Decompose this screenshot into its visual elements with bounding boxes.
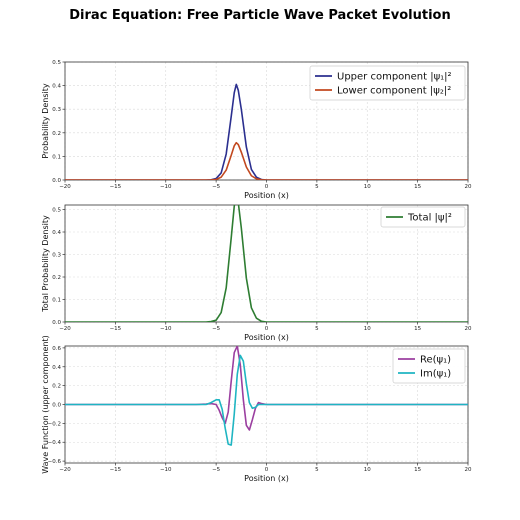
y-tick-label: 0.4 xyxy=(52,365,61,371)
y-tick-label: 0.4 xyxy=(52,84,61,90)
legend-entry: Upper component |ψ₁|² xyxy=(337,72,452,83)
x-tick-label: −20 xyxy=(59,184,71,190)
y-tick-label: 0.5 xyxy=(52,208,61,214)
y-tick-label: 0.3 xyxy=(52,107,61,113)
legend-entry: Im(ψ₁) xyxy=(420,369,451,380)
y-tick-label: 0.1 xyxy=(52,154,61,160)
series-line-1 xyxy=(65,205,468,322)
legend: Re(ψ₁) Im(ψ₁) xyxy=(392,348,466,384)
x-tick-label: 15 xyxy=(414,326,421,332)
x-tick-label: −10 xyxy=(160,184,172,190)
x-tick-label: −5 xyxy=(212,184,221,190)
x-tick-label: −10 xyxy=(160,467,172,473)
x-tick-label: 15 xyxy=(414,467,421,473)
x-tick-label: −10 xyxy=(160,326,172,332)
x-tick-label: 20 xyxy=(465,326,472,332)
legend-box xyxy=(380,206,466,228)
y-tick-label: 0.4 xyxy=(52,230,61,236)
y-tick-label: 0.6 xyxy=(52,346,61,352)
y-axis-label: Wave Function (upper component) xyxy=(41,335,50,474)
x-axis-label: Position (x) xyxy=(244,333,289,342)
x-tick-label: 10 xyxy=(364,326,371,332)
x-tick-label: −15 xyxy=(110,467,122,473)
series-line-2 xyxy=(65,141,468,180)
legend-entry: Lower component |ψ₂|² xyxy=(337,86,451,97)
y-axis-label: Total Probability Density xyxy=(41,215,50,313)
x-tick-label: 15 xyxy=(414,184,421,190)
y-tick-label: 0.5 xyxy=(52,60,61,66)
legend-entry: Re(ψ₁) xyxy=(420,355,451,366)
x-tick-label: −20 xyxy=(59,326,71,332)
x-tick-label: 20 xyxy=(465,467,472,473)
y-tick-label: 0.3 xyxy=(52,253,61,259)
x-tick-label: 10 xyxy=(364,184,371,190)
x-tick-label: 5 xyxy=(315,184,319,190)
y-tick-label: 0.1 xyxy=(52,298,61,304)
x-axis-label: Position (x) xyxy=(244,474,289,483)
x-tick-label: 0 xyxy=(265,184,269,190)
x-tick-label: 20 xyxy=(465,184,472,190)
x-tick-label: 10 xyxy=(364,467,371,473)
legend-box xyxy=(392,348,466,384)
x-tick-label: −15 xyxy=(110,326,122,332)
subplot-2: −20 −15 −10 −5 0 5 10 15 20 0.0 0.1 0.2 0.3 0.4 0.5 Pos… xyxy=(41,204,472,342)
series-line-2 xyxy=(65,354,468,446)
x-tick-label: 5 xyxy=(315,326,319,332)
x-tick-label: −15 xyxy=(110,184,122,190)
subplot-1: −20 −15 −10 −5 0 5 10 15 20 0.0 0.1 0.2 0.3 0.4 0.5 Pos… xyxy=(41,60,472,200)
x-tick-label: 5 xyxy=(315,467,319,473)
legend-entry: Total |ψ|² xyxy=(407,213,452,224)
y-tick-label: 0.2 xyxy=(52,275,61,281)
y-tick-label: 0.0 xyxy=(52,320,61,326)
y-tick-label: 0.0 xyxy=(52,178,61,184)
y-tick-label: 0.0 xyxy=(52,403,61,409)
y-tick-label: −0.2 xyxy=(48,421,61,427)
figure-title: Dirac Equation: Free Particle Wave Packe… xyxy=(69,8,451,23)
legend-box xyxy=(309,65,466,101)
x-tick-label: −5 xyxy=(212,467,221,473)
x-tick-label: 0 xyxy=(265,326,269,332)
y-tick-label: 0.2 xyxy=(52,384,61,390)
y-tick-label: 0.2 xyxy=(52,131,61,137)
subplot-3: −20 −15 −10 −5 0 5 10 15 20 −0.6 −0.4 −0.2 0.0 0.2 0.4… xyxy=(41,335,472,483)
legend: Upper component |ψ₁|² Lower component |ψ₂… xyxy=(309,65,466,101)
x-tick-label: −5 xyxy=(212,326,221,332)
x-axis-label: Position (x) xyxy=(244,191,289,200)
legend: Total |ψ|² xyxy=(380,206,466,228)
y-tick-label: −0.6 xyxy=(48,459,62,465)
x-tick-label: 0 xyxy=(265,467,269,473)
y-axis-label: Probability Density xyxy=(41,83,50,159)
x-tick-label: −20 xyxy=(59,467,71,473)
y-tick-label: −0.4 xyxy=(48,440,62,446)
